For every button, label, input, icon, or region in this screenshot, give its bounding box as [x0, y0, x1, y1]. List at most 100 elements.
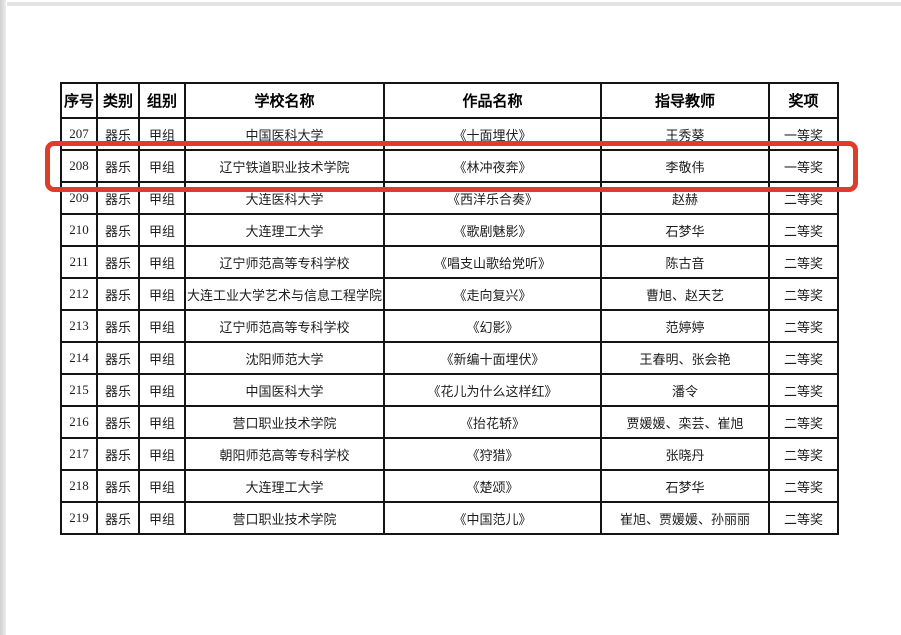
cell-work: 《花儿为什么这样红》	[383, 373, 602, 407]
table-row: 213 器乐 甲组 辽宁师范高等专科学校 《幻影》 范婷婷 二等奖	[60, 309, 839, 343]
table-row: 217 器乐 甲组 朝阳师范高等专科学校 《狩猎》 张晓丹 二等奖	[60, 437, 839, 471]
cell-school: 辽宁铁道职业技术学院	[184, 149, 385, 183]
column-header-teacher: 指导教师	[600, 82, 770, 119]
cell-group: 甲组	[138, 213, 186, 247]
cell-no: 209	[60, 181, 98, 215]
cell-award: 一等奖	[768, 149, 839, 183]
awards-table: 序号 类别 组别 学校名称 作品名称 指导教师 奖项 207 器乐 甲组 中国医科大学 《十面埋伏》…	[60, 82, 839, 535]
cell-work: 《抬花轿》	[383, 405, 602, 439]
cell-award: 二等奖	[768, 309, 839, 343]
cell-teacher: 陈古音	[600, 245, 770, 279]
cell-category: 器乐	[96, 341, 140, 375]
cell-teacher: 石梦华	[600, 213, 770, 247]
page-top-edge	[7, 2, 901, 6]
column-header-no: 序号	[60, 82, 98, 119]
page-left-edge	[0, 0, 6, 635]
cell-teacher: 李敬伟	[600, 149, 770, 183]
cell-category: 器乐	[96, 373, 140, 407]
cell-teacher: 潘令	[600, 373, 770, 407]
cell-award: 一等奖	[768, 117, 839, 151]
cell-teacher: 张晓丹	[600, 437, 770, 471]
cell-no: 210	[60, 213, 98, 247]
cell-category: 器乐	[96, 149, 140, 183]
cell-no: 213	[60, 309, 98, 343]
cell-category: 器乐	[96, 213, 140, 247]
cell-no: 219	[60, 501, 98, 535]
cell-category: 器乐	[96, 469, 140, 503]
table-row: 215 器乐 甲组 中国医科大学 《花儿为什么这样红》 潘令 二等奖	[60, 373, 839, 407]
cell-group: 甲组	[138, 181, 186, 215]
cell-work: 《狩猎》	[383, 437, 602, 471]
cell-category: 器乐	[96, 117, 140, 151]
cell-category: 器乐	[96, 405, 140, 439]
cell-no: 217	[60, 437, 98, 471]
cell-category: 器乐	[96, 181, 140, 215]
cell-group: 甲组	[138, 245, 186, 279]
cell-award: 二等奖	[768, 437, 839, 471]
cell-group: 甲组	[138, 341, 186, 375]
cell-group: 甲组	[138, 405, 186, 439]
cell-work: 《唱支山歌给党听》	[383, 245, 602, 279]
cell-group: 甲组	[138, 437, 186, 471]
table-row: 216 器乐 甲组 营口职业技术学院 《抬花轿》 贾媛媛、栾芸、崔旭 二等奖	[60, 405, 839, 439]
cell-group: 甲组	[138, 501, 186, 535]
cell-school: 大连理工大学	[184, 213, 385, 247]
cell-school: 营口职业技术学院	[184, 405, 385, 439]
table-row: 214 器乐 甲组 沈阳师范大学 《新编十面埋伏》 王春明、张会艳 二等奖	[60, 341, 839, 375]
cell-award: 二等奖	[768, 405, 839, 439]
table-header-row: 序号 类别 组别 学校名称 作品名称 指导教师 奖项	[60, 82, 839, 119]
column-header-category: 类别	[96, 82, 140, 119]
cell-teacher: 王春明、张会艳	[600, 341, 770, 375]
cell-teacher: 赵赫	[600, 181, 770, 215]
cell-teacher: 王秀葵	[600, 117, 770, 151]
cell-award: 二等奖	[768, 213, 839, 247]
cell-no: 218	[60, 469, 98, 503]
cell-work: 《新编十面埋伏》	[383, 341, 602, 375]
cell-teacher: 贾媛媛、栾芸、崔旭	[600, 405, 770, 439]
cell-award: 二等奖	[768, 245, 839, 279]
table-row: 210 器乐 甲组 大连理工大学 《歌剧魅影》 石梦华 二等奖	[60, 213, 839, 247]
table-body: 207 器乐 甲组 中国医科大学 《十面埋伏》 王秀葵 一等奖 208 器乐 甲组 辽宁铁道职业技术…	[60, 117, 839, 535]
cell-no: 212	[60, 277, 98, 311]
cell-teacher: 崔旭、贾媛媛、孙丽丽	[600, 501, 770, 535]
cell-group: 甲组	[138, 117, 186, 151]
table-row: 209 器乐 甲组 大连医科大学 《西洋乐合奏》 赵赫 二等奖	[60, 181, 839, 215]
cell-no: 207	[60, 117, 98, 151]
cell-school: 沈阳师范大学	[184, 341, 385, 375]
cell-category: 器乐	[96, 437, 140, 471]
cell-school: 中国医科大学	[184, 117, 385, 151]
cell-school: 辽宁师范高等专科学校	[184, 309, 385, 343]
cell-no: 216	[60, 405, 98, 439]
cell-school: 营口职业技术学院	[184, 501, 385, 535]
cell-group: 甲组	[138, 309, 186, 343]
cell-category: 器乐	[96, 245, 140, 279]
cell-school: 大连工业大学艺术与信息工程学院	[184, 277, 385, 311]
cell-work: 《中国范儿》	[383, 501, 602, 535]
cell-teacher: 曹旭、赵天艺	[600, 277, 770, 311]
cell-school: 朝阳师范高等专科学校	[184, 437, 385, 471]
table-row: 219 器乐 甲组 营口职业技术学院 《中国范儿》 崔旭、贾媛媛、孙丽丽 二等奖	[60, 501, 839, 535]
cell-no: 214	[60, 341, 98, 375]
cell-work: 《林冲夜奔》	[383, 149, 602, 183]
cell-school: 大连理工大学	[184, 469, 385, 503]
cell-award: 二等奖	[768, 341, 839, 375]
cell-award: 二等奖	[768, 501, 839, 535]
cell-no: 211	[60, 245, 98, 279]
cell-award: 二等奖	[768, 469, 839, 503]
cell-no: 215	[60, 373, 98, 407]
cell-award: 二等奖	[768, 373, 839, 407]
table-row: 212 器乐 甲组 大连工业大学艺术与信息工程学院 《走向复兴》 曹旭、赵天艺 二等奖	[60, 277, 839, 311]
column-header-work: 作品名称	[383, 82, 602, 119]
cell-group: 甲组	[138, 469, 186, 503]
table-header: 序号 类别 组别 学校名称 作品名称 指导教师 奖项	[60, 82, 839, 119]
cell-group: 甲组	[138, 149, 186, 183]
column-header-award: 奖项	[768, 82, 839, 119]
cell-no: 208	[60, 149, 98, 183]
cell-category: 器乐	[96, 309, 140, 343]
cell-teacher: 石梦华	[600, 469, 770, 503]
table-row: 207 器乐 甲组 中国医科大学 《十面埋伏》 王秀葵 一等奖	[60, 117, 839, 151]
cell-school: 辽宁师范高等专科学校	[184, 245, 385, 279]
cell-school: 大连医科大学	[184, 181, 385, 215]
table-row: 218 器乐 甲组 大连理工大学 《楚颂》 石梦华 二等奖	[60, 469, 839, 503]
cell-group: 甲组	[138, 277, 186, 311]
